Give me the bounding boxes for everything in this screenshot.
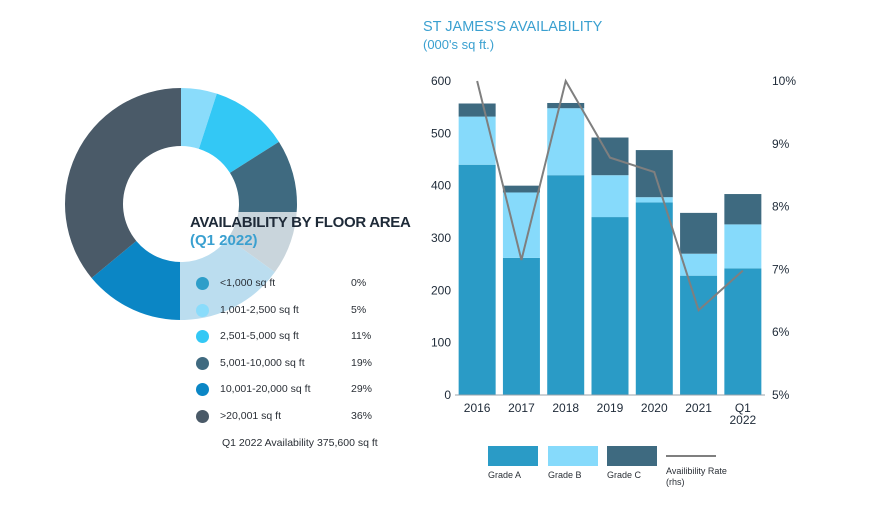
donut-legend-row: >20,001 sq ft 36% xyxy=(196,409,396,436)
y-tick-label: 200 xyxy=(431,283,451,297)
donut-legend: <1,000 sq ft 0% 1,001-2,500 sq ft 5% 2,5… xyxy=(196,276,396,436)
donut-legend-row: 2,501-5,000 sq ft 11% xyxy=(196,329,396,356)
donut-legend-row: 10,001-20,000 sq ft 29% xyxy=(196,382,396,409)
bar-segment xyxy=(502,192,540,258)
bar-segment xyxy=(458,164,496,395)
bar-segment xyxy=(547,108,585,176)
x-tick-label: 2017 xyxy=(508,401,535,415)
legend-line-availability-rate xyxy=(666,455,716,457)
bar-segment xyxy=(458,103,496,117)
donut-legend-row: 1,001-2,500 sq ft 5% xyxy=(196,303,396,330)
legend-dot-icon xyxy=(196,356,209,370)
y2-tick-label: 5% xyxy=(772,388,790,402)
legend-percent: 0% xyxy=(351,277,367,289)
y-tick-label: 0 xyxy=(444,388,451,402)
legend-dot-icon xyxy=(196,303,209,317)
x-tick-label: 2019 xyxy=(597,401,624,415)
y2-tick-label: 8% xyxy=(772,200,790,214)
legend-item-grade-c: Grade C xyxy=(607,446,657,481)
bar-segment xyxy=(724,224,762,269)
chart-legend: Grade A Grade B Grade C Availibility Rat… xyxy=(488,446,788,506)
x-tick-label: 2021 xyxy=(685,401,712,415)
y2-tick-label: 6% xyxy=(772,325,790,339)
bar-segment xyxy=(458,116,496,165)
legend-percent: 5% xyxy=(351,303,367,316)
donut-slice xyxy=(65,88,181,278)
legend-label: 10,001-20,000 sq ft xyxy=(220,383,311,396)
y-tick-label: 500 xyxy=(431,126,451,140)
legend-label: >20,001 sq ft xyxy=(220,409,282,422)
legend-percent: 11% xyxy=(351,330,372,343)
bar-segment xyxy=(591,175,629,218)
bar-segment xyxy=(635,202,673,395)
bar-segment xyxy=(502,257,540,395)
legend-dot-icon xyxy=(196,409,209,423)
donut-legend-row: <1,000 sq ft 0% xyxy=(196,276,396,303)
y2-tick-label: 10% xyxy=(772,74,796,88)
donut-slice xyxy=(198,93,279,173)
legend-percent: 19% xyxy=(351,356,373,369)
legend-swatch-grade-a xyxy=(488,446,538,466)
x-tick-label: 2018 xyxy=(552,401,579,415)
legend-swatch-grade-c xyxy=(607,446,657,466)
bar-segment xyxy=(724,268,762,395)
y-tick-label: 400 xyxy=(431,179,451,193)
total-availability-note: Q1 2022 Availability 375,600 sq ft xyxy=(222,437,378,449)
x-tick-label: 2022 xyxy=(730,413,757,427)
legend-swatch-grade-b xyxy=(548,446,598,466)
legend-label-grade-c: Grade C xyxy=(607,470,642,480)
x-tick-label: 2016 xyxy=(464,401,491,415)
donut-title: AVAILABILITY BY FLOOR AREA xyxy=(190,214,411,231)
legend-label: <1,000 sq ft xyxy=(220,277,276,289)
legend-percent: 29% xyxy=(351,383,373,396)
bar-segment xyxy=(680,275,718,395)
bar-segment xyxy=(547,175,585,395)
legend-label-line: (rhs) xyxy=(666,477,685,487)
legend-dot-icon xyxy=(196,383,209,397)
legend-item-grade-b: Grade B xyxy=(548,446,598,481)
bar-segment xyxy=(635,197,673,203)
chart-title: ST JAMES'S AVAILABILITY xyxy=(423,19,603,35)
legend-label-grade-b: Grade B xyxy=(548,470,582,480)
legend-label: 5,001-10,000 sq ft xyxy=(220,356,305,369)
bar-segment xyxy=(547,102,585,109)
bar-segment xyxy=(724,194,762,225)
legend-label-availability-rate: Availibility Rate (rhs) xyxy=(666,466,727,488)
legend-label: 2,501-5,000 sq ft xyxy=(220,330,299,343)
y-tick-label: 300 xyxy=(431,231,451,245)
donut-legend-row: 5,001-10,000 sq ft 19% xyxy=(196,356,396,383)
bar-segment xyxy=(502,185,540,193)
availability-rate-line xyxy=(476,78,744,312)
y-tick-label: 600 xyxy=(431,74,451,88)
y-tick-label: 100 xyxy=(431,336,451,350)
y2-tick-label: 7% xyxy=(772,262,790,276)
legend-item-grade-a: Grade A xyxy=(488,446,538,481)
bar-segment xyxy=(591,217,629,395)
legend-dot-icon xyxy=(196,277,209,290)
donut-slice xyxy=(181,88,217,149)
legend-item-availability-rate: Availibility Rate (rhs) xyxy=(666,446,727,488)
legend-percent: 36% xyxy=(351,409,373,422)
bar-segment xyxy=(680,253,718,276)
legend-label: 1,001-2,500 sq ft xyxy=(220,303,299,316)
legend-dot-icon xyxy=(196,330,209,344)
x-tick-label: Q1 xyxy=(735,401,751,415)
y2-tick-label: 9% xyxy=(772,137,790,151)
legend-label-line: Availibility Rate xyxy=(666,466,727,476)
chart-subtitle: (000's sq ft.) xyxy=(423,37,495,52)
bar-segment xyxy=(680,212,718,254)
donut-subtitle: (Q1 2022) xyxy=(190,232,258,249)
x-tick-label: 2020 xyxy=(641,401,668,415)
legend-label-grade-a: Grade A xyxy=(488,470,522,480)
